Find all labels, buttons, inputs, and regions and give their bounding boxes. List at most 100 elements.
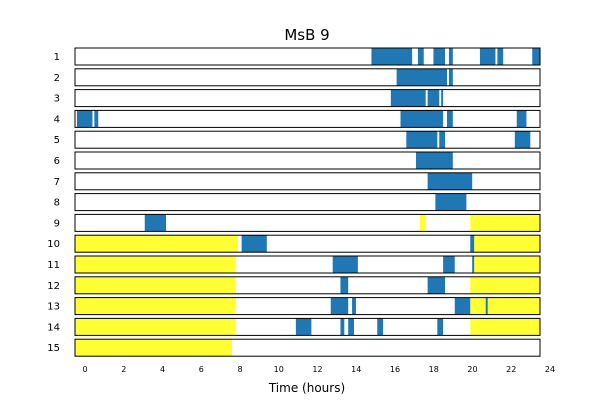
- row-frame: [74, 68, 541, 87]
- timeline-row: 9: [54, 213, 541, 232]
- x-tick-label: 16: [390, 365, 400, 374]
- timeline-row: 15: [47, 338, 541, 357]
- highlight-segment: [472, 235, 540, 253]
- activity-segment: [340, 318, 345, 336]
- timeline-row: 2: [54, 68, 541, 87]
- highlight-segment: [470, 297, 540, 315]
- activity-segment: [348, 318, 354, 336]
- activity-segment: [416, 152, 453, 169]
- timeline-row: 5: [54, 130, 541, 149]
- activity-segment: [377, 318, 384, 336]
- activity-segment: [435, 193, 467, 211]
- row-frame: [74, 338, 541, 357]
- activity-segment: [417, 48, 424, 65]
- row-label: 15: [47, 343, 60, 354]
- activity-segment: [447, 110, 453, 128]
- activity-segment: [497, 48, 504, 65]
- activity-segment: [514, 131, 531, 149]
- timeline-row: 8: [54, 193, 541, 212]
- activity-segment: [454, 297, 471, 315]
- activity-segment: [439, 131, 446, 149]
- row-frame: [74, 151, 541, 170]
- activity-segment: [390, 89, 426, 107]
- activity-segment: [427, 276, 446, 294]
- row-frame: [74, 276, 541, 295]
- activity-segment: [76, 110, 93, 128]
- activity-segment: [443, 256, 455, 273]
- highlight-segment: [470, 276, 540, 294]
- activity-segment: [352, 297, 356, 315]
- x-tick-label: 12: [312, 365, 322, 374]
- row-label: 14: [47, 322, 60, 333]
- row-label: 4: [54, 114, 60, 125]
- timeline-row: 10: [47, 234, 541, 253]
- row-label: 13: [47, 302, 60, 313]
- activity-segment: [400, 110, 444, 128]
- timeline-row: 3: [54, 89, 541, 108]
- highlight-segment: [75, 297, 236, 315]
- row-frame: [74, 109, 541, 128]
- highlight-segment: [75, 235, 238, 253]
- row-frame: [74, 89, 541, 108]
- chart-title: MsB 9: [284, 26, 329, 44]
- row-label: 10: [47, 239, 60, 250]
- row-frame: [74, 47, 541, 66]
- row-label: 1: [54, 52, 60, 63]
- row-frame: [74, 234, 541, 253]
- x-tick-label: 14: [351, 365, 361, 374]
- activity-segment: [433, 48, 446, 65]
- activity-segment: [427, 172, 473, 190]
- x-tick-label: 8: [237, 365, 242, 374]
- timeline-row: 14: [47, 317, 541, 336]
- x-tick-label: 4: [160, 365, 165, 374]
- x-axis-ticks: 0 2 4 6 8 10 12 14 16 18 20 22 24: [82, 365, 555, 374]
- highlight-segment: [474, 256, 540, 273]
- activity-segment: [94, 110, 99, 128]
- row-label: 5: [54, 135, 60, 146]
- timeline-row: 4: [54, 109, 541, 128]
- highlight-segment: [470, 214, 540, 232]
- timeline-row: 6: [54, 151, 541, 170]
- x-tick-label: 0: [82, 365, 87, 374]
- activity-segment: [427, 89, 440, 107]
- timeline-row: 1: [54, 47, 541, 66]
- x-tick-label: 18: [429, 365, 439, 374]
- activity-segment: [532, 48, 540, 65]
- row-label: 6: [54, 156, 60, 167]
- activity-segment: [485, 297, 488, 315]
- row-label: 9: [54, 218, 60, 229]
- activity-segment: [371, 48, 413, 65]
- x-axis-label: Time (hours): [268, 381, 345, 395]
- timeline-row: 11: [47, 255, 541, 274]
- highlight-segment: [470, 318, 540, 336]
- x-tick-label: 10: [274, 365, 284, 374]
- timeline-row: 12: [47, 276, 541, 295]
- activity-segment: [332, 256, 358, 273]
- highlight-segment: [75, 276, 236, 294]
- row-frame: [74, 317, 541, 336]
- row-frame: [74, 193, 541, 212]
- row-frame: [74, 255, 541, 274]
- row-label: 8: [54, 198, 60, 209]
- activity-segment: [472, 256, 475, 273]
- x-tick-label: 6: [199, 365, 204, 374]
- timeline-row: 13: [47, 297, 541, 316]
- timeline-row: 7: [54, 172, 541, 191]
- row-frame: [74, 297, 541, 316]
- x-tick-label: 22: [506, 365, 516, 374]
- x-tick-label: 2: [121, 365, 126, 374]
- activity-segment: [437, 318, 444, 336]
- highlight-segment: [75, 256, 236, 273]
- row-label: 12: [47, 281, 60, 292]
- activity-segment: [396, 68, 447, 86]
- activity-segment: [479, 48, 496, 65]
- row-label: 2: [54, 73, 60, 84]
- activity-segment: [406, 131, 438, 149]
- row-label: 7: [54, 177, 60, 188]
- highlight-segment: [419, 214, 426, 232]
- row-label: 3: [54, 94, 60, 105]
- activity-segment: [516, 110, 527, 128]
- row-frame: [74, 172, 541, 191]
